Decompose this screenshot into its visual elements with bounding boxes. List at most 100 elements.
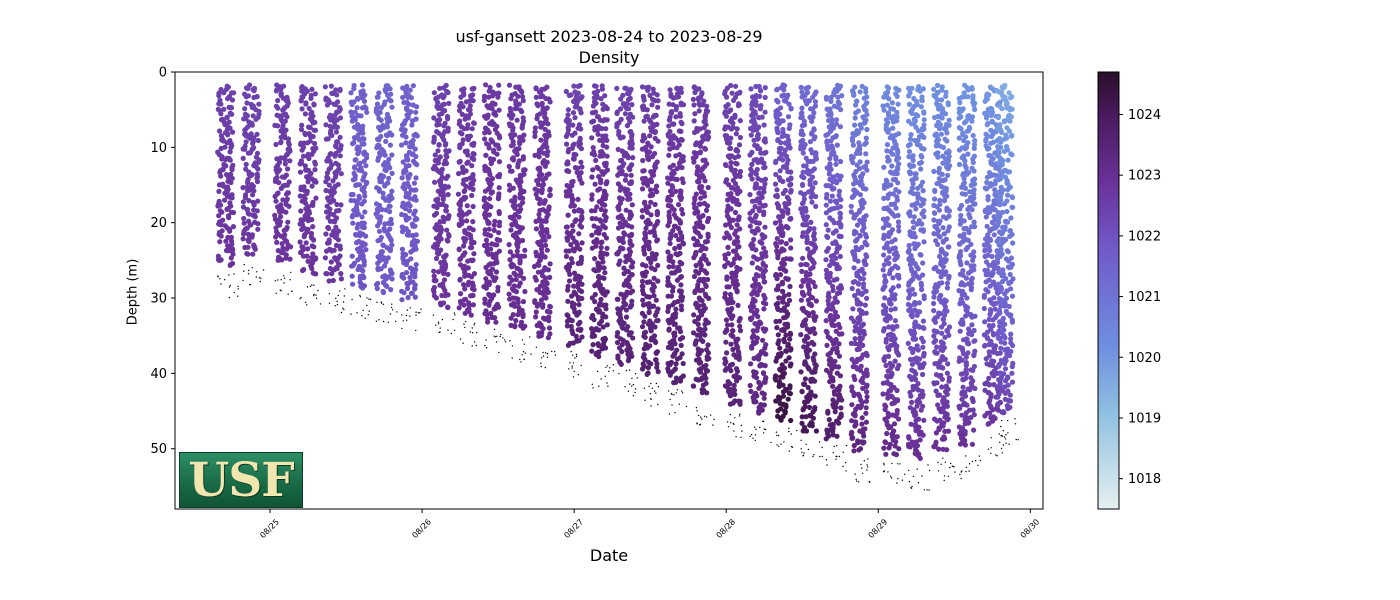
bottom-track-point <box>313 294 315 297</box>
bottom-track-point <box>317 289 319 292</box>
data-point <box>702 332 708 338</box>
data-point <box>677 111 683 117</box>
bottom-track-point <box>600 378 602 380</box>
data-point <box>361 283 367 289</box>
data-point <box>665 223 671 229</box>
bottom-track-point <box>256 271 258 273</box>
bottom-track-point <box>283 277 286 279</box>
data-point <box>507 296 513 302</box>
data-point <box>287 158 293 164</box>
bottom-track-point <box>709 414 712 416</box>
data-point <box>643 225 649 231</box>
data-point <box>808 106 814 112</box>
data-point <box>441 218 447 225</box>
data-point <box>571 83 577 89</box>
data-point <box>305 218 311 224</box>
data-point <box>629 224 635 230</box>
data-point <box>747 382 753 389</box>
data-point <box>401 275 407 281</box>
data-point <box>381 102 387 108</box>
data-point <box>412 294 418 300</box>
data-point <box>517 260 523 266</box>
data-point <box>355 96 361 102</box>
data-point <box>330 197 336 203</box>
bottom-track-point <box>255 276 257 278</box>
data-point <box>837 124 844 130</box>
data-point <box>760 233 766 239</box>
data-point <box>751 355 757 361</box>
data-point <box>496 223 502 229</box>
data-point <box>800 150 806 156</box>
bottom-track-point <box>522 351 525 353</box>
bottom-track-point <box>1001 435 1004 437</box>
bottom-track-point <box>406 309 409 311</box>
data-point <box>810 415 817 421</box>
data-point <box>787 216 793 222</box>
bottom-track-point <box>495 341 498 343</box>
data-point <box>702 321 708 327</box>
data-point <box>413 232 419 238</box>
data-point <box>407 87 413 93</box>
data-point <box>353 157 359 163</box>
data-point <box>800 291 806 297</box>
data-point <box>604 245 610 251</box>
data-point <box>244 100 250 106</box>
data-point <box>775 130 781 136</box>
data-point <box>705 342 711 348</box>
data-point <box>456 247 462 253</box>
data-point <box>640 297 646 303</box>
data-point <box>762 94 768 101</box>
bottom-track-point <box>726 421 729 423</box>
bottom-track-point <box>825 459 828 461</box>
data-point <box>564 182 570 189</box>
data-point <box>445 89 451 96</box>
data-point <box>760 274 767 280</box>
data-point <box>465 137 471 143</box>
data-point <box>465 258 471 264</box>
data-point <box>508 115 515 121</box>
data-point <box>438 192 444 198</box>
data-point <box>492 242 498 248</box>
data-point <box>785 311 791 317</box>
data-point <box>411 132 417 138</box>
dive-profile <box>563 82 585 348</box>
bottom-track-point <box>339 290 341 292</box>
data-point <box>573 217 579 223</box>
data-point <box>762 363 768 369</box>
bottom-track-point <box>1015 438 1017 441</box>
data-point <box>517 141 523 147</box>
data-point <box>409 144 415 150</box>
bottom-track-point <box>306 286 309 288</box>
data-point <box>243 166 249 172</box>
data-point <box>272 193 278 199</box>
data-point <box>283 209 289 215</box>
data-point <box>299 198 305 204</box>
data-point <box>652 129 658 136</box>
data-point <box>470 172 476 178</box>
data-point <box>413 197 419 203</box>
bottom-track-point <box>749 435 751 437</box>
data-point <box>380 279 386 286</box>
bottom-track-point <box>908 480 911 483</box>
data-point <box>596 302 602 308</box>
data-point <box>229 167 235 173</box>
data-point <box>678 102 684 108</box>
data-point <box>400 159 406 165</box>
data-point <box>800 307 807 314</box>
data-point <box>332 174 338 180</box>
bottom-track-point <box>498 351 500 354</box>
data-point <box>670 121 676 127</box>
data-point <box>728 135 734 141</box>
data-point <box>673 107 679 113</box>
data-point <box>599 346 605 352</box>
data-point <box>798 84 804 90</box>
bottom-track-point <box>866 464 868 466</box>
data-point <box>600 106 606 112</box>
bottom-track-point <box>883 464 885 466</box>
bottom-track-point <box>802 454 805 456</box>
data-point <box>734 126 740 132</box>
bottom-track-point <box>777 434 780 437</box>
data-point <box>776 121 782 127</box>
data-point <box>401 290 407 296</box>
